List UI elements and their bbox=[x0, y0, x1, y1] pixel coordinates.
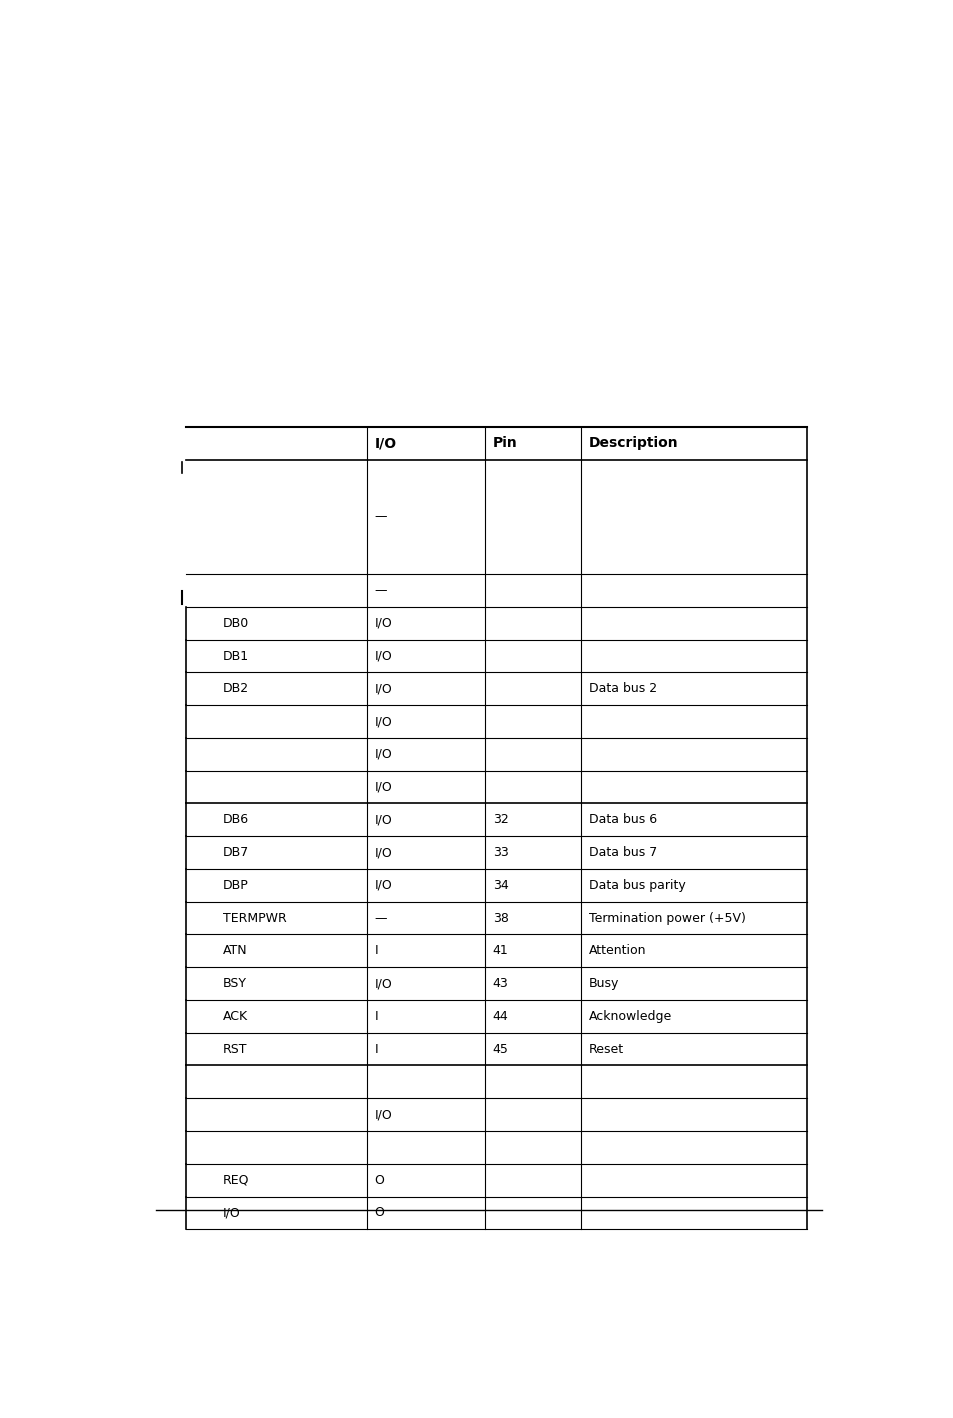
Text: Data bus parity: Data bus parity bbox=[588, 879, 685, 892]
Text: 41: 41 bbox=[492, 944, 508, 957]
Text: I/O: I/O bbox=[374, 814, 392, 827]
Text: I: I bbox=[374, 944, 377, 957]
Text: I/O: I/O bbox=[374, 715, 392, 727]
Text: I/O: I/O bbox=[374, 1107, 392, 1122]
Text: RST: RST bbox=[222, 1042, 247, 1055]
Text: O: O bbox=[374, 1174, 384, 1187]
Text: —: — bbox=[374, 584, 386, 597]
Text: DB1: DB1 bbox=[222, 649, 249, 662]
Text: 33: 33 bbox=[492, 847, 508, 859]
Text: 34: 34 bbox=[492, 879, 508, 892]
Text: Termination power (+5V): Termination power (+5V) bbox=[588, 912, 745, 925]
Text: DB6: DB6 bbox=[222, 814, 249, 827]
Text: I/O: I/O bbox=[374, 617, 392, 630]
Text: I/O: I/O bbox=[374, 649, 392, 662]
Text: REQ: REQ bbox=[222, 1174, 249, 1187]
Text: BSY: BSY bbox=[222, 977, 247, 990]
Text: DBP: DBP bbox=[222, 879, 248, 892]
Text: I/O: I/O bbox=[374, 437, 396, 450]
Text: I/O: I/O bbox=[374, 847, 392, 859]
Text: I: I bbox=[374, 1042, 377, 1055]
Text: —: — bbox=[374, 912, 386, 925]
Text: O: O bbox=[374, 1207, 384, 1219]
Text: Reset: Reset bbox=[588, 1042, 623, 1055]
Text: TERMPWR: TERMPWR bbox=[222, 912, 286, 925]
Text: DB2: DB2 bbox=[222, 682, 249, 695]
Text: Data bus 7: Data bus 7 bbox=[588, 847, 657, 859]
Text: I/O: I/O bbox=[374, 747, 392, 761]
Text: —: — bbox=[374, 510, 386, 523]
Text: Acknowledge: Acknowledge bbox=[588, 1010, 671, 1022]
Text: DB0: DB0 bbox=[222, 617, 249, 630]
Text: 44: 44 bbox=[492, 1010, 508, 1022]
Text: Data bus 6: Data bus 6 bbox=[588, 814, 657, 827]
Text: Attention: Attention bbox=[588, 944, 645, 957]
Text: Pin: Pin bbox=[492, 437, 517, 450]
Text: I/O: I/O bbox=[374, 682, 392, 695]
Text: I/O: I/O bbox=[222, 1207, 240, 1219]
Text: Data bus 2: Data bus 2 bbox=[588, 682, 657, 695]
Text: I/O: I/O bbox=[374, 977, 392, 990]
Text: Busy: Busy bbox=[588, 977, 618, 990]
Text: I: I bbox=[374, 1010, 377, 1022]
Text: ACK: ACK bbox=[222, 1010, 248, 1022]
Text: ATN: ATN bbox=[222, 944, 247, 957]
Text: DB7: DB7 bbox=[222, 847, 249, 859]
Text: 32: 32 bbox=[492, 814, 508, 827]
Text: 38: 38 bbox=[492, 912, 508, 925]
Text: I/O: I/O bbox=[374, 780, 392, 794]
Text: 45: 45 bbox=[492, 1042, 508, 1055]
Text: Description: Description bbox=[588, 437, 678, 450]
Text: 43: 43 bbox=[492, 977, 508, 990]
Text: I/O: I/O bbox=[374, 879, 392, 892]
